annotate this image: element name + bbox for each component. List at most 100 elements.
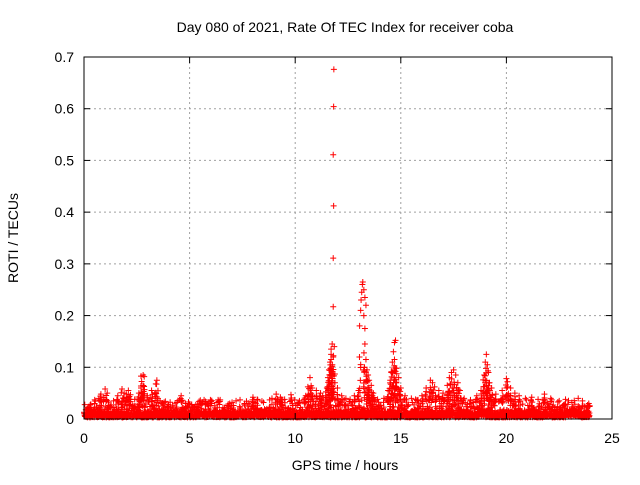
data-point — [474, 397, 481, 404]
data-point — [103, 397, 110, 404]
data-point — [177, 395, 184, 402]
x-tick-label: 0 — [80, 430, 88, 446]
data-point — [141, 386, 148, 393]
data-point — [586, 409, 593, 416]
data-point — [119, 386, 126, 393]
data-point — [439, 395, 446, 402]
y-tick-label: 0.4 — [55, 204, 75, 220]
data-point — [137, 407, 144, 414]
data-point — [153, 381, 160, 388]
data-point — [516, 398, 523, 405]
data-point — [217, 396, 224, 403]
data-point — [330, 151, 337, 158]
data-point — [503, 385, 510, 392]
data-point — [148, 387, 155, 394]
data-point — [579, 397, 586, 404]
grid-layer — [84, 57, 612, 419]
data-point — [435, 387, 442, 394]
data-point — [415, 400, 422, 407]
data-point — [484, 367, 491, 374]
data-point — [306, 374, 313, 381]
data-point — [356, 322, 363, 329]
data-point — [388, 373, 395, 380]
data-point — [278, 399, 285, 406]
data-point — [329, 375, 336, 382]
data-point — [435, 393, 442, 400]
data-point — [361, 294, 368, 301]
data-point — [330, 202, 337, 209]
x-axis-label: GPS time / hours — [292, 457, 399, 473]
data-point — [330, 66, 337, 73]
data-point — [401, 395, 408, 402]
data-point — [241, 400, 248, 407]
data-point — [278, 396, 285, 403]
data-point — [380, 404, 387, 411]
data-point — [330, 393, 337, 400]
data-point — [503, 375, 510, 382]
data-point — [287, 398, 294, 405]
data-point — [483, 390, 490, 397]
data-point — [454, 379, 461, 386]
data-point — [328, 388, 335, 395]
data-point — [484, 361, 491, 368]
data-point — [141, 404, 148, 411]
data-point — [554, 399, 561, 406]
data-point — [97, 393, 104, 400]
data-point — [397, 388, 404, 395]
data-point — [182, 400, 189, 407]
data-point — [429, 379, 436, 386]
data-point — [483, 351, 490, 358]
data-point — [102, 386, 109, 393]
data-point — [199, 400, 206, 407]
data-point — [359, 278, 366, 285]
data-point — [260, 399, 267, 406]
data-point — [492, 395, 499, 402]
data-point — [351, 396, 358, 403]
y-tick-label: 0 — [66, 411, 74, 427]
data-point — [455, 398, 462, 405]
data-point — [250, 396, 257, 403]
data-point — [313, 387, 320, 394]
data-point — [361, 341, 368, 348]
data-point — [358, 397, 365, 404]
y-tick-label: 0.2 — [55, 308, 75, 324]
data-point — [330, 385, 337, 392]
data-point — [431, 383, 438, 390]
data-point — [330, 370, 337, 377]
y-tick-label: 0.1 — [55, 359, 75, 375]
data-point — [334, 391, 341, 398]
data-point — [564, 401, 571, 408]
x-tick-label: 15 — [393, 430, 409, 446]
data-point — [357, 307, 364, 314]
data-point — [467, 397, 474, 404]
data-point — [140, 382, 147, 389]
data-point — [439, 394, 446, 401]
data-point — [360, 312, 367, 319]
data-point — [154, 395, 161, 402]
data-point — [368, 389, 375, 396]
data-point — [254, 396, 261, 403]
data-point — [330, 303, 337, 310]
data-point — [162, 398, 169, 405]
data-point — [432, 392, 439, 399]
data-point — [358, 297, 365, 304]
data-point — [430, 387, 437, 394]
data-point — [575, 395, 582, 402]
data-point — [538, 403, 545, 410]
data-point — [148, 398, 155, 405]
data-point — [268, 395, 275, 402]
data-point — [113, 396, 120, 403]
data-point — [485, 387, 492, 394]
data-point — [535, 396, 542, 403]
data-point — [427, 384, 434, 391]
data-point — [457, 394, 464, 401]
data-point — [356, 354, 363, 361]
data-point — [87, 404, 94, 411]
data-point — [328, 346, 335, 353]
data-point — [519, 401, 526, 408]
x-tick-label: 10 — [287, 430, 303, 446]
data-point — [556, 397, 563, 404]
data-point — [389, 404, 396, 411]
data-point — [357, 377, 364, 384]
data-point — [87, 401, 94, 408]
